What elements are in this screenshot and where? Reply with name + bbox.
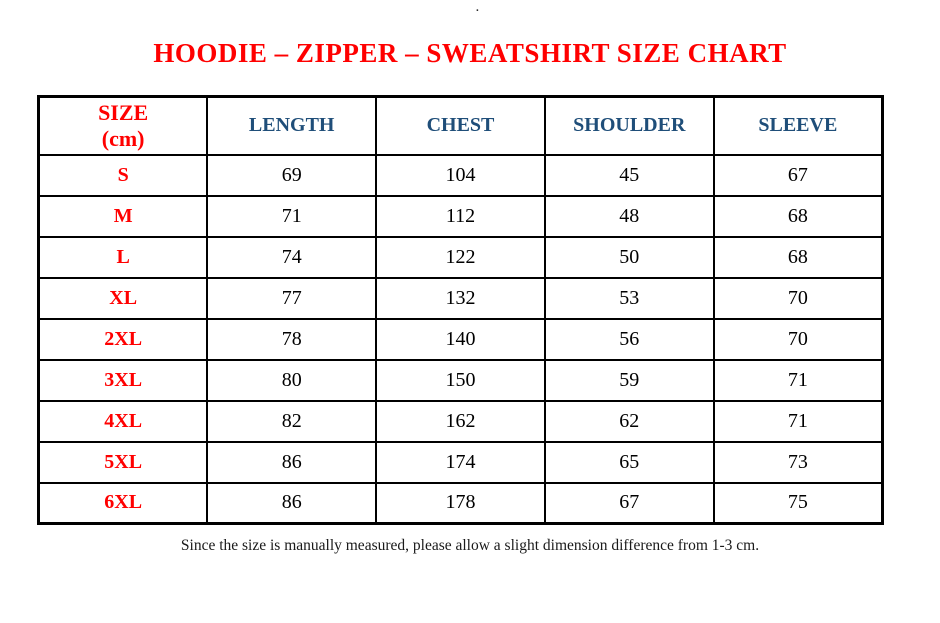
value-cell: 69	[206, 153, 378, 197]
value-cell: 71	[206, 194, 378, 238]
value-cell: 86	[206, 440, 378, 484]
value-cell: 73	[712, 440, 884, 484]
value-cell: 162	[375, 399, 546, 443]
size-cell: S	[37, 153, 209, 197]
value-cell: 174	[375, 440, 546, 484]
value-cell: 71	[712, 399, 884, 443]
header-cell-sleeve: SLEEVE	[712, 95, 884, 156]
table-row: 4XL 82 162 62 71	[37, 399, 884, 443]
size-cell: 3XL	[37, 358, 209, 402]
table-row: L 74 122 50 68	[37, 235, 884, 279]
measurement-note: Since the size is manually measured, ple…	[180, 537, 760, 554]
value-cell: 112	[375, 194, 546, 238]
value-cell: 70	[712, 317, 884, 361]
table-row: M 71 112 48 68	[37, 194, 884, 238]
table-row: 5XL 86 174 65 73	[37, 440, 884, 484]
table-row: 6XL 86 178 67 75	[37, 481, 884, 525]
size-chart-table: SIZE (cm) LENGTH CHEST SHOULDER SLEEVE S…	[37, 95, 884, 525]
value-cell: 178	[375, 481, 546, 525]
tiny-dot: .	[476, 2, 479, 14]
value-cell: 74	[206, 235, 378, 279]
value-cell: 71	[712, 358, 884, 402]
header-cell-length: LENGTH	[206, 95, 378, 156]
header-size-unit: (cm)	[101, 125, 145, 151]
value-cell: 86	[206, 481, 378, 525]
value-cell: 78	[206, 317, 378, 361]
value-cell: 70	[712, 276, 884, 320]
value-cell: 80	[206, 358, 378, 402]
value-cell: 62	[543, 399, 715, 443]
size-cell: 2XL	[37, 317, 209, 361]
header-cell-chest: CHEST	[375, 95, 546, 156]
value-cell: 150	[375, 358, 546, 402]
header-size-label: SIZE	[98, 100, 149, 126]
header-row: SIZE (cm) LENGTH CHEST SHOULDER SLEEVE	[37, 95, 884, 156]
size-cell: 6XL	[37, 481, 209, 525]
value-cell: 82	[206, 399, 378, 443]
size-cell: 5XL	[37, 440, 209, 484]
table-row: 3XL 80 150 59 71	[37, 358, 884, 402]
page-title: HOODIE – ZIPPER – SWEATSHIRT SIZE CHART	[153, 38, 787, 68]
header-cell-size: SIZE (cm)	[37, 95, 209, 156]
value-cell: 53	[543, 276, 715, 320]
size-cell: XL	[37, 276, 209, 320]
value-cell: 59	[543, 358, 715, 402]
size-cell: M	[37, 194, 209, 238]
value-cell: 132	[375, 276, 546, 320]
table-body: S 69 104 45 67 M 71 112 48 68 L 74 122 50 68 XL 77 132 53 7…	[37, 153, 884, 525]
value-cell: 65	[543, 440, 715, 484]
value-cell: 67	[712, 153, 884, 197]
value-cell: 68	[712, 235, 884, 279]
value-cell: 56	[543, 317, 715, 361]
value-cell: 104	[375, 153, 546, 197]
value-cell: 75	[712, 481, 884, 525]
table-row: S 69 104 45 67	[37, 153, 884, 197]
table-header: SIZE (cm) LENGTH CHEST SHOULDER SLEEVE	[37, 95, 884, 156]
value-cell: 48	[543, 194, 715, 238]
value-cell: 67	[543, 481, 715, 525]
value-cell: 45	[543, 153, 715, 197]
header-cell-shoulder: SHOULDER	[543, 95, 715, 156]
table-row: 2XL 78 140 56 70	[37, 317, 884, 361]
size-cell: 4XL	[37, 399, 209, 443]
value-cell: 68	[712, 194, 884, 238]
value-cell: 140	[375, 317, 546, 361]
value-cell: 50	[543, 235, 715, 279]
value-cell: 77	[206, 276, 378, 320]
value-cell: 122	[375, 235, 546, 279]
table-row: XL 77 132 53 70	[37, 276, 884, 320]
size-cell: L	[37, 235, 209, 279]
